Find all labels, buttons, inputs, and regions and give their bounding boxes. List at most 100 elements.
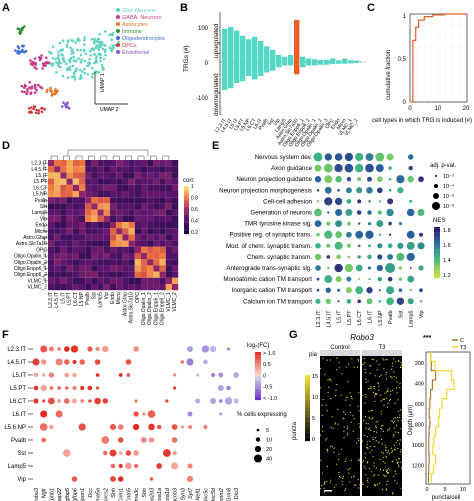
- d-heatmap-cell: [72, 160, 79, 167]
- g-scale-step: [305, 427, 310, 431]
- d-heatmap-cell: [122, 228, 129, 235]
- g-punctum: [385, 475, 387, 477]
- f-fc-step: [255, 398, 261, 401]
- d-heatmap-cell: [54, 259, 61, 266]
- g-punctum: [383, 456, 385, 458]
- d-row-label: VLMC_1: [28, 278, 48, 284]
- d-heatmap-cell: [110, 277, 117, 284]
- f-dot: [140, 437, 147, 443]
- d-heatmap-cell: [153, 160, 160, 167]
- umap-point: [66, 39, 70, 42]
- g-scale-tick: 0: [312, 437, 315, 443]
- g-punctum: [330, 378, 332, 380]
- d-heatmap-cell: [147, 284, 154, 291]
- d-heatmap-cell: [147, 234, 154, 241]
- e-dot: [316, 189, 320, 192]
- d-heatmap-cell: [116, 178, 123, 185]
- g-punctum: [398, 466, 400, 468]
- g-punctum: [388, 450, 390, 452]
- e-dot: [334, 263, 343, 273]
- d-row-label: Astro.Slc7a10: [16, 241, 47, 247]
- b-bar-up: [318, 59, 324, 62]
- umap-point: [93, 70, 97, 73]
- g-scale-step: [305, 401, 310, 404]
- umap-point: [44, 64, 47, 67]
- g-punctum: [399, 439, 401, 441]
- f-dot: [163, 449, 171, 457]
- umap-point: [22, 86, 26, 89]
- d-heatmap-cell: [141, 166, 148, 173]
- e-nes-step: [434, 259, 440, 262]
- g-punctum: [344, 489, 346, 492]
- d-heatmap-cell: [110, 197, 117, 204]
- b-bar-down: [336, 62, 342, 64]
- e-dot: [357, 177, 362, 182]
- c-cdf-line: [410, 13, 467, 103]
- umap-point: [23, 25, 26, 28]
- f-dot: [118, 463, 123, 469]
- g-punctum: [391, 362, 393, 364]
- g-punctum: [364, 452, 366, 454]
- e-dot: [409, 266, 412, 270]
- umap-point: [59, 48, 62, 52]
- f-fc-step: [255, 376, 261, 378]
- f-dot: [64, 359, 70, 365]
- e-nes-step: [434, 266, 440, 268]
- d-cbar-step: [184, 219, 189, 222]
- e-nes-step: [434, 267, 440, 270]
- d-heatmap-cell: [159, 191, 166, 198]
- umap-point: [117, 40, 120, 44]
- g-scale-step: [305, 403, 310, 406]
- d-heatmap-cell: [97, 191, 104, 198]
- d-heatmap-cell: [153, 284, 160, 291]
- e-dots: [313, 152, 425, 306]
- d-col-label: VLMC_1: [166, 292, 172, 312]
- b-bar-up: [306, 58, 312, 62]
- d-cbar-step: [184, 203, 189, 206]
- g-punctum: [387, 429, 389, 431]
- d-heatmap-cell: [97, 259, 104, 266]
- g-punctum: [397, 447, 399, 450]
- g-punctum: [394, 449, 397, 451]
- d-heatmap-cell: [172, 265, 179, 272]
- umap-point: [57, 54, 61, 57]
- e-dot: [355, 152, 364, 162]
- e-col-label: L6.IT: [368, 310, 374, 323]
- d-col-label: VLMC_2: [172, 292, 178, 312]
- f-fc-step: [255, 369, 261, 372]
- e-size-legend: 10⁻²10⁻⁴10⁻⁶10⁻⁸: [432, 174, 455, 210]
- g-punctum: [376, 360, 378, 362]
- d-row-label: Astro.Gfap: [23, 235, 47, 241]
- umap-point: [16, 51, 20, 55]
- d-cbar-step: [184, 224, 189, 227]
- d-heatmap-cell: [48, 265, 55, 272]
- d-heatmap-cell: [72, 172, 79, 179]
- d-heatmap-cell: [165, 253, 172, 260]
- umap-point: [92, 48, 96, 51]
- f-row-label: L5.6.NP: [4, 425, 26, 431]
- d-heatmap-cell: [91, 184, 98, 191]
- e-dot: [316, 200, 320, 203]
- g-punctum: [336, 357, 338, 359]
- panel-e-label: E: [212, 140, 219, 152]
- d-heatmap-cell: [122, 277, 129, 284]
- d-heatmap-cell: [147, 172, 154, 179]
- f-row-label: Lamp5: [8, 464, 27, 470]
- d-heatmap-cell: [66, 271, 73, 278]
- d-heatmap-cell: [66, 178, 73, 185]
- d-heatmap-cell: [72, 178, 79, 185]
- d-cbar-step: [184, 202, 189, 204]
- umap-point: [72, 55, 75, 59]
- b-bar-up: [282, 56, 288, 62]
- g-punctum: [393, 427, 395, 429]
- d-heatmap-cell: [48, 234, 55, 241]
- b-bar-up: [288, 55, 294, 62]
- d-heatmap-cell: [54, 246, 61, 253]
- e-dot: [326, 221, 331, 226]
- d-row-label: Sst: [40, 204, 48, 210]
- g-scale-step: [305, 408, 310, 411]
- umap-legend-swatch: [116, 36, 120, 40]
- g-scale-step: [305, 423, 310, 426]
- f-dot: [40, 384, 47, 392]
